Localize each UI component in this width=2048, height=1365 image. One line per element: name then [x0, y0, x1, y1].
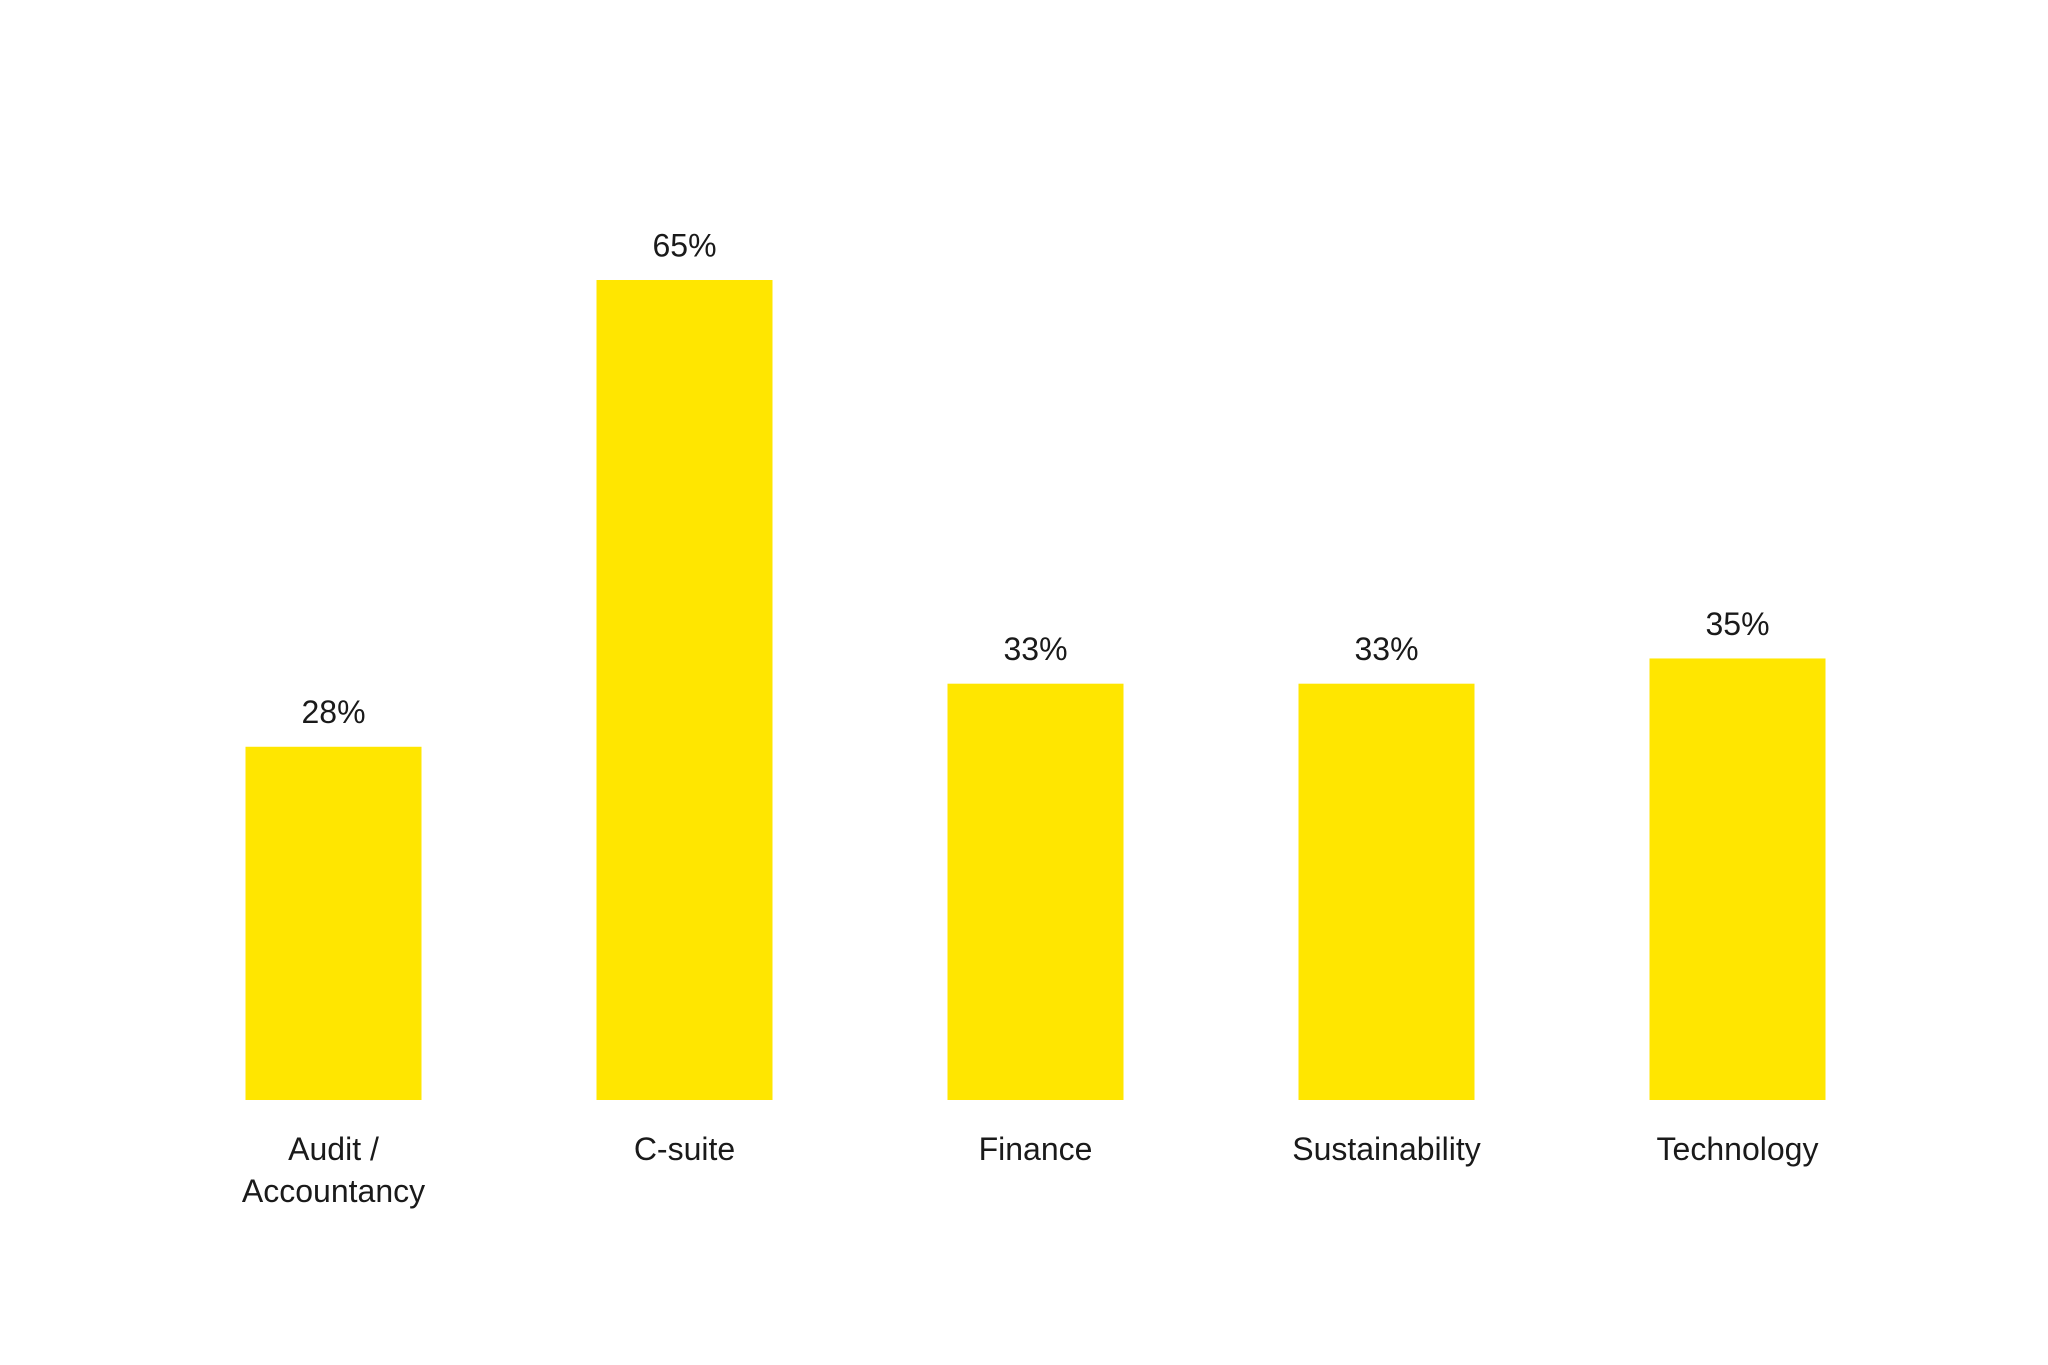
bar	[1298, 683, 1475, 1100]
x-tick-label: Technology	[1656, 1131, 1819, 1167]
bar	[596, 280, 773, 1100]
value-label: 35%	[1705, 606, 1769, 642]
value-label: 65%	[652, 227, 716, 263]
x-tick-label: Finance	[978, 1131, 1093, 1167]
x-tick-label: Sustainability	[1292, 1131, 1481, 1167]
bar	[245, 746, 422, 1100]
x-tick-label: C-suite	[633, 1131, 736, 1167]
bar	[1649, 658, 1826, 1100]
value-label: 33%	[1354, 631, 1418, 667]
x-tick-label: Audit / Accountancy	[241, 1131, 426, 1209]
value-label: 33%	[1003, 631, 1067, 667]
bar	[947, 683, 1124, 1100]
value-label: 28%	[301, 694, 365, 730]
